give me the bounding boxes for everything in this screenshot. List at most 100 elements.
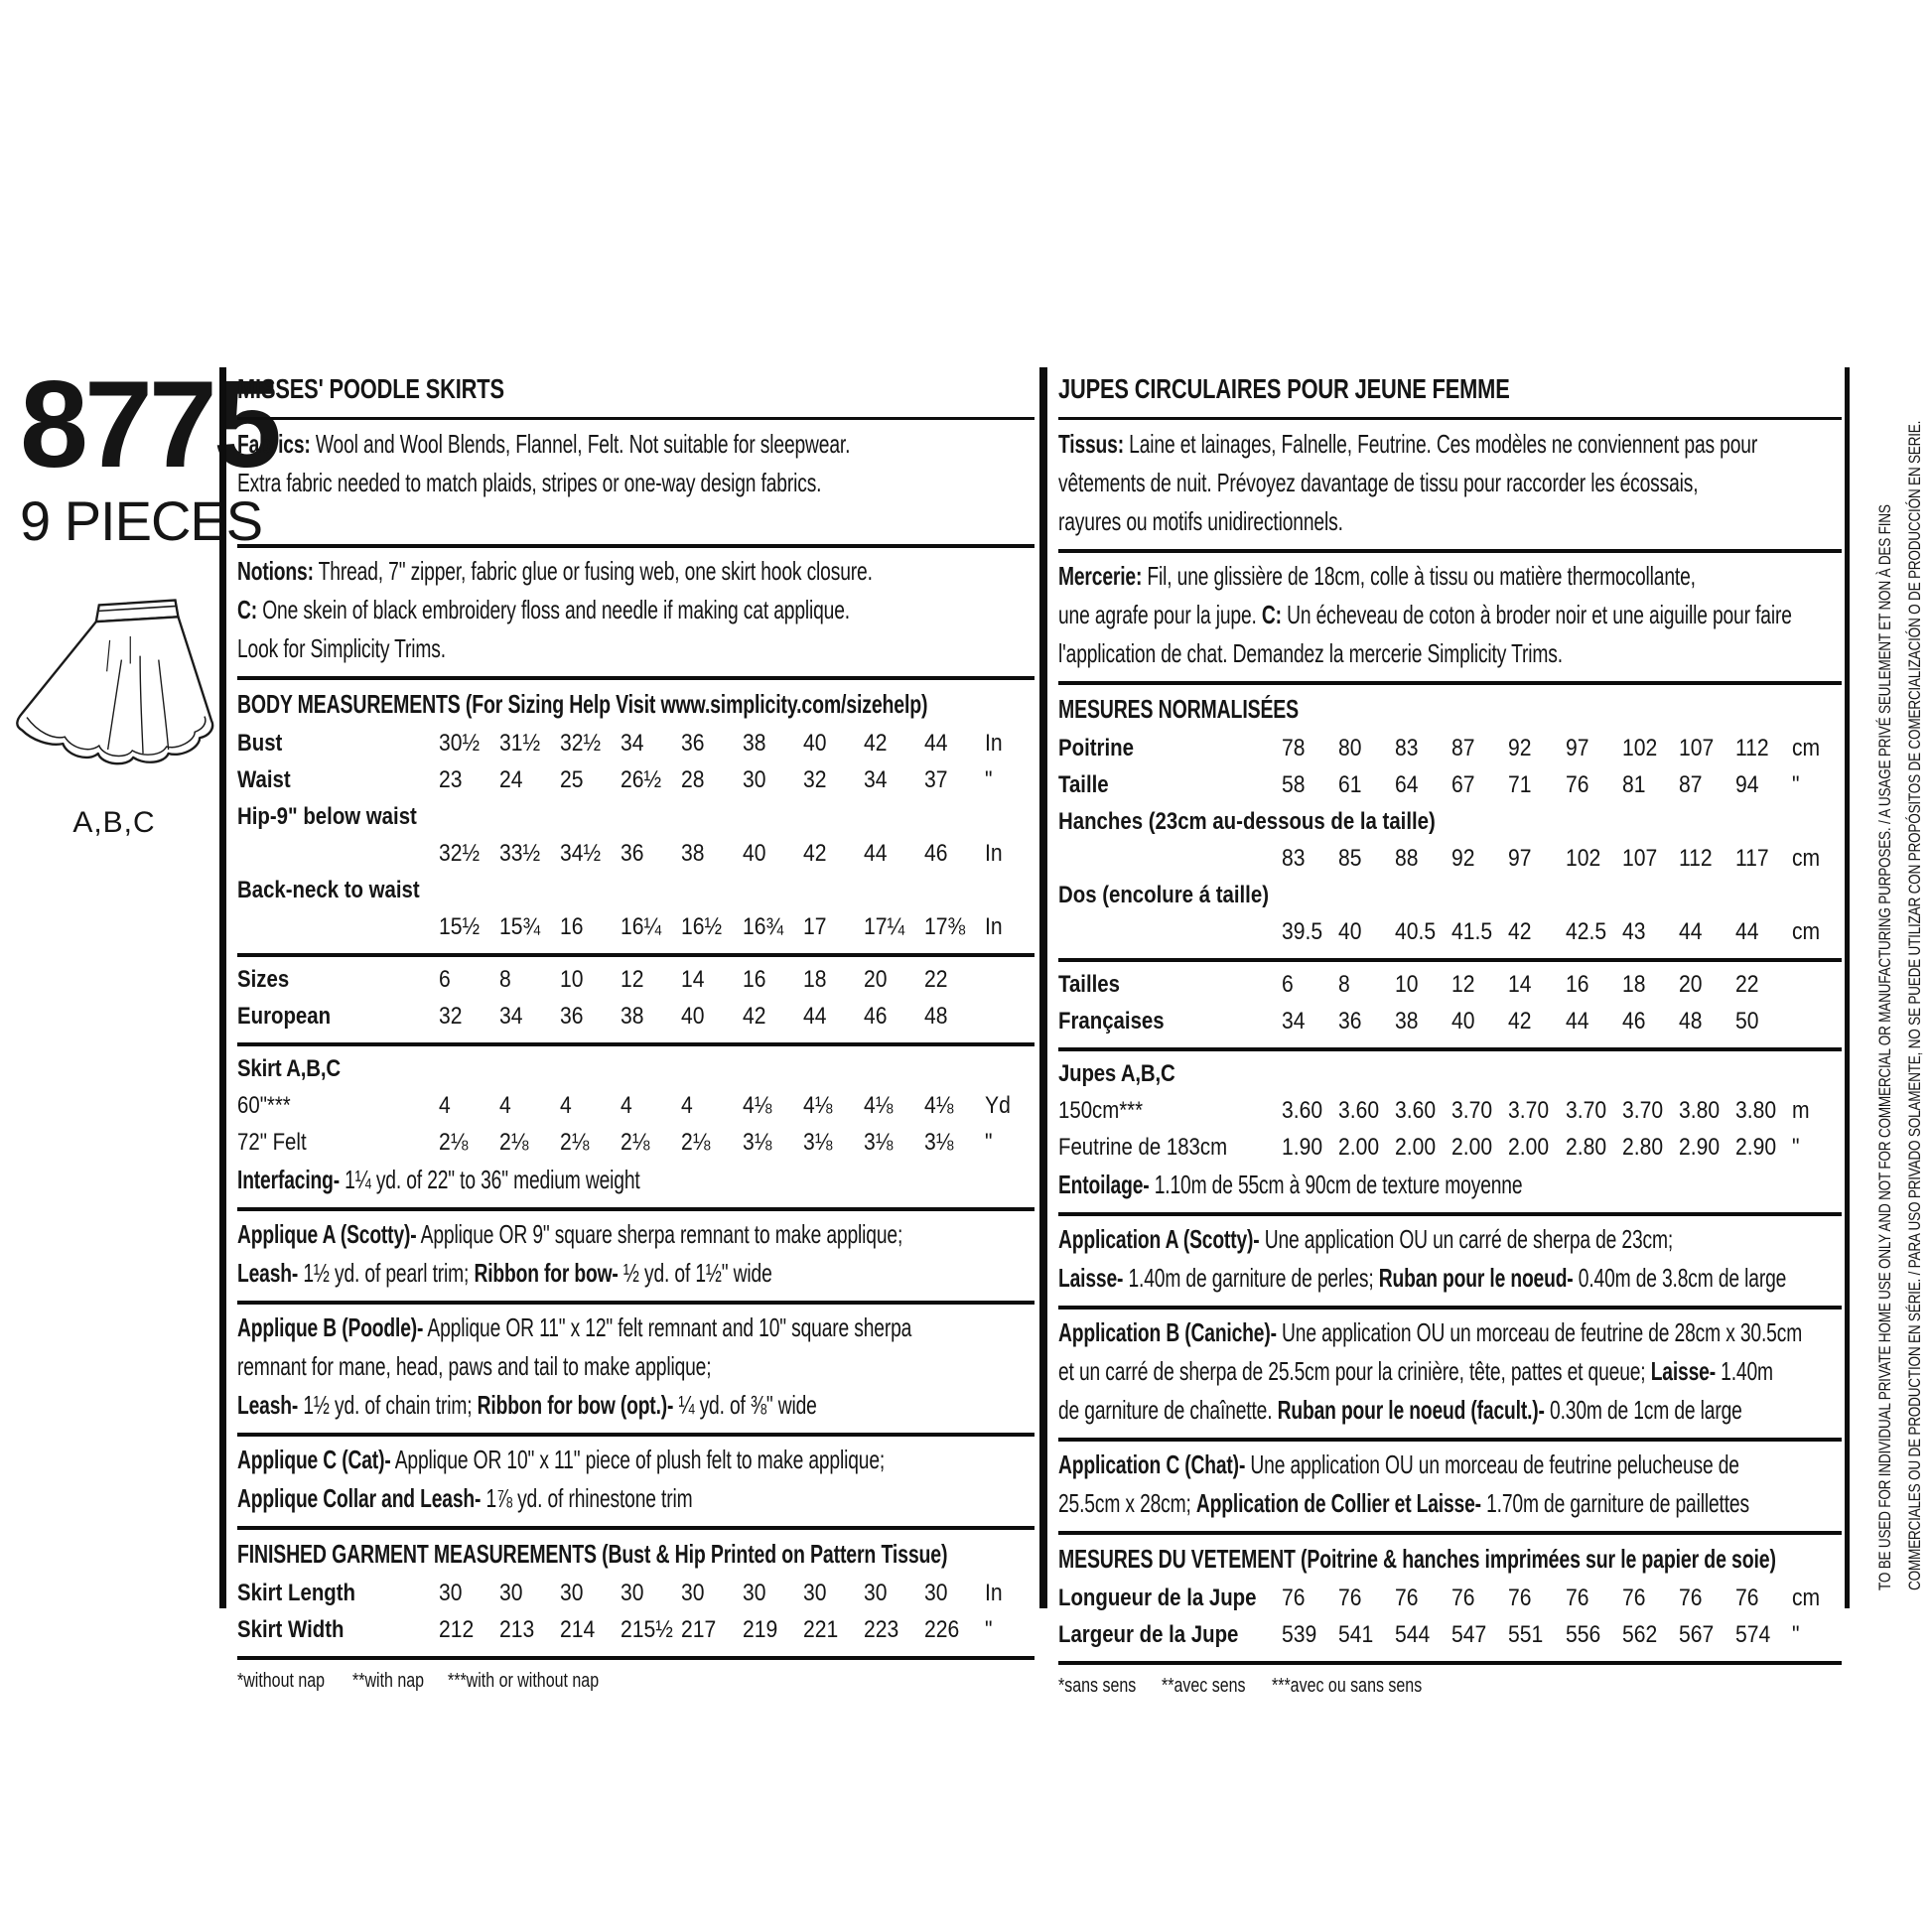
cell-value: 32½ xyxy=(439,840,481,867)
text-line-content: Interfacing- 1¼ yd. of 22" to 36" medium… xyxy=(237,1163,640,1196)
table-cell: 4 xyxy=(621,1089,681,1126)
pattern-number-text: 8775 xyxy=(20,356,282,493)
section-header: MESURES DU VETEMENT (Poitrine & hanches … xyxy=(1058,1541,1842,1582)
table-cell xyxy=(439,800,499,837)
row-label-text: Skirt Length xyxy=(237,1580,356,1606)
table-cell: 81 xyxy=(1622,768,1679,805)
table-cell: 46 xyxy=(864,1000,924,1036)
table-cell: 2⅛ xyxy=(499,1126,560,1163)
text-segment: 1.40m de garniture de perles; xyxy=(1123,1263,1379,1293)
unit-cell: Yd xyxy=(985,1089,1035,1126)
cell-value: 14 xyxy=(1508,971,1532,998)
table-cell: 102 xyxy=(1622,732,1679,768)
unit-text: cm xyxy=(1791,735,1821,761)
row-label: Poitrine xyxy=(1058,732,1282,768)
table-cell xyxy=(803,874,864,910)
text-line-content: Notions: Thread, 7" zipper, fabric glue … xyxy=(237,554,873,588)
row-label-text: Taille xyxy=(1058,771,1109,798)
table-cell: 32 xyxy=(803,763,864,800)
cell-value: 6 xyxy=(1282,971,1294,998)
cell-value: 76 xyxy=(1621,1585,1646,1611)
text-line-content: Applique Collar and Leash- 1⅞ yd. of rhi… xyxy=(237,1481,693,1515)
table-row: Back-neck to waist xyxy=(237,874,1035,910)
cell-value: 64 xyxy=(1395,771,1419,798)
cell-value: 3⅛ xyxy=(802,1129,833,1156)
table-cell: 97 xyxy=(1566,732,1622,768)
text-segment: Leash- xyxy=(237,1258,299,1288)
table-cell: 17⅜ xyxy=(924,910,985,947)
cell-value: 3.70 xyxy=(1451,1097,1493,1124)
cell-value: 4⅛ xyxy=(923,1092,954,1119)
text-segment: Applique Collar and Leash- xyxy=(237,1483,482,1513)
cell-value: 36 xyxy=(560,1003,584,1030)
table-cell: 64 xyxy=(1395,768,1451,805)
text-line-content: Tissus: Laine et lainages, Falnelle, Feu… xyxy=(1058,427,1757,461)
table-cell: 226 xyxy=(924,1613,985,1650)
table-cell: 551 xyxy=(1508,1618,1565,1655)
table-cell: 76 xyxy=(1566,768,1622,805)
text-line-content: Mercerie: Fil, une glissière de 18cm, co… xyxy=(1058,559,1696,593)
unit-text: " xyxy=(1791,1134,1800,1161)
cell-value: 81 xyxy=(1621,771,1646,798)
text-segment: Mercerie: xyxy=(1058,561,1143,591)
table-cell xyxy=(621,800,681,837)
unit-text: In xyxy=(984,840,1003,867)
text-segment: C: xyxy=(1261,600,1282,629)
table-row: Waist 23 24 25 26½ 28 30 32 34 37 " xyxy=(237,763,1035,800)
table-cell: 32½ xyxy=(439,837,499,874)
text-segment: rayures ou motifs unidirectionnels. xyxy=(1058,506,1343,536)
cell-value: 213 xyxy=(499,1616,535,1643)
text-line: Look for Simplicity Trims. xyxy=(237,631,1035,670)
cell-value: 18 xyxy=(802,966,827,993)
table-cell: 30 xyxy=(864,1577,924,1613)
cell-value: 30 xyxy=(923,1580,948,1606)
cell-value: 43 xyxy=(1621,918,1646,945)
cell-value: 32 xyxy=(439,1003,463,1030)
table-cell: 76 xyxy=(1622,1582,1679,1618)
table-cell: 3.70 xyxy=(1451,1094,1508,1131)
table-cell: 92 xyxy=(1451,842,1508,879)
table-cell: 36 xyxy=(681,727,742,763)
notice-line-1: TO BE USED FOR INDIVIDUAL PRIVATE HOME U… xyxy=(1870,364,1900,1590)
table-cell: 16 xyxy=(560,910,621,947)
cell-value: 23 xyxy=(439,766,463,793)
table-cell: 3⅛ xyxy=(803,1126,864,1163)
table-cell: 46 xyxy=(924,837,985,874)
text-segment: Application C (Chat)- xyxy=(1058,1449,1246,1479)
row-label-text: Sizes xyxy=(237,966,290,993)
table-cell: 6 xyxy=(1282,968,1338,1005)
table-cell: 3.60 xyxy=(1395,1094,1451,1131)
table-cell xyxy=(560,800,621,837)
cell-value: 22 xyxy=(1734,971,1759,998)
table-cell: 12 xyxy=(1451,968,1508,1005)
cell-value: 562 xyxy=(1621,1621,1657,1648)
footnote-item: ***avec ou sans sens xyxy=(1272,1675,1423,1697)
cell-value: 61 xyxy=(1338,771,1362,798)
cell-value: 4 xyxy=(621,1092,633,1119)
cell-value: 3.60 xyxy=(1282,1097,1323,1124)
cell-value: 3.70 xyxy=(1565,1097,1606,1124)
text-segment: 1½ yd. of chain trim; xyxy=(298,1390,478,1420)
table-cell xyxy=(560,874,621,910)
footnote-item: **with nap xyxy=(352,1670,425,1692)
text-line: Interfacing- 1¼ yd. of 22" to 36" medium… xyxy=(237,1163,1035,1201)
cell-value: 4⅛ xyxy=(802,1092,833,1119)
cell-value: 3⅛ xyxy=(923,1129,954,1156)
cell-value: 215½ xyxy=(621,1616,674,1643)
table-row: 72" Felt 2⅛ 2⅛ 2⅛ 2⅛ 2⅛ 3⅛ 3⅛ 3⅛ 3⅛ " xyxy=(237,1126,1035,1163)
cell-value: 551 xyxy=(1508,1621,1544,1648)
row-label-text: Hip-9" below waist xyxy=(237,803,417,830)
unit-cell: In xyxy=(985,910,1035,947)
text-segment: Applique OR 11" x 12" felt remnant and 1… xyxy=(423,1312,912,1342)
cell-value: 3.70 xyxy=(1621,1097,1663,1124)
table-cell: 562 xyxy=(1622,1618,1679,1655)
row-label-text: Françaises xyxy=(1058,1008,1165,1035)
table-cell: 107 xyxy=(1622,842,1679,879)
table-cell: 20 xyxy=(1679,968,1735,1005)
table-cell: 102 xyxy=(1566,842,1622,879)
cell-value: 78 xyxy=(1282,735,1306,761)
table-cell: 34 xyxy=(864,763,924,800)
cell-value: 6 xyxy=(439,966,451,993)
text-segment: Un écheveau de coton à broder noir et un… xyxy=(1281,600,1792,629)
text-segment: Interfacing- xyxy=(237,1165,340,1194)
